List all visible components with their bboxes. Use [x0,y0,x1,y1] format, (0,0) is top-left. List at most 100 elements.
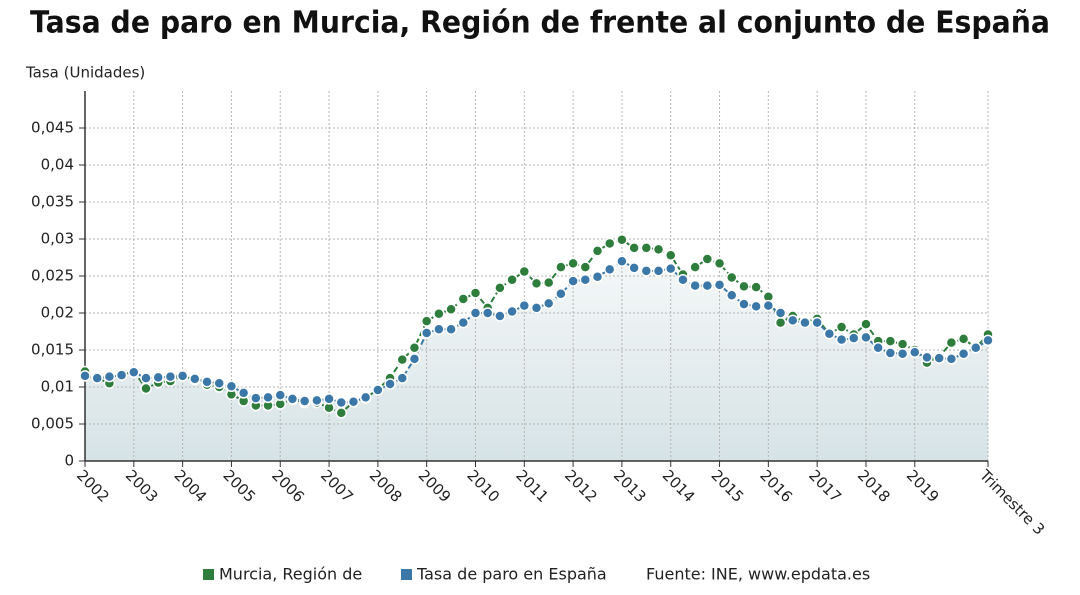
data-point [652,243,665,256]
x-tick-label: 2004 [171,466,211,506]
data-point [677,273,689,286]
data-point [725,289,738,301]
data-point [79,370,91,382]
y-tick-label: 0,005 [31,415,74,433]
data-point [567,257,579,270]
data-point [445,323,457,336]
x-tick-label: 2012 [561,466,601,506]
data-point [457,316,470,329]
data-point [91,372,103,384]
data-point [408,342,421,354]
x-tick-label: 2011 [512,466,552,506]
data-point [945,353,958,365]
data-point [603,263,616,276]
data-point [921,351,933,364]
data-point [774,307,787,319]
data-point [323,393,335,405]
data-point [481,307,494,319]
data-point [445,303,457,316]
data-point [518,265,531,278]
x-tick-label: 2019 [903,466,943,506]
data-point [530,302,543,314]
data-point [713,279,726,291]
data-point [506,273,518,286]
data-point [469,287,482,299]
data-point [616,255,628,267]
legend-swatch [401,569,412,580]
data-point [823,327,836,340]
y-tick-label: 0,015 [31,341,74,359]
data-point [591,245,604,257]
data-point [420,315,433,327]
data-point [945,336,958,349]
data-point [335,407,348,419]
data-point [701,253,714,265]
data-point [384,378,396,390]
data-point [750,281,762,293]
x-tick-label: 2009 [415,466,455,506]
data-point [189,373,201,385]
data-point [738,280,750,293]
source: Fuente: INE, www.epdata.es [646,565,870,584]
data-point [884,347,897,359]
data-point [957,333,970,345]
data-point [469,307,482,319]
data-point [298,395,311,407]
data-point [494,310,506,322]
x-tick-label: 2005 [219,466,259,506]
data-point [225,380,238,393]
legend-label: Murcia, Región de [219,565,362,584]
x-tick-label: Trimestre 3 [975,466,1048,539]
data-point [664,262,677,275]
data-point [835,321,848,333]
y-tick-label: 0,01 [41,378,74,396]
data-point [286,393,299,405]
data-point [725,271,738,284]
data-point [896,338,909,350]
data-point [628,262,640,274]
data-point [689,261,701,273]
data-point [176,370,189,382]
data-point [530,277,543,290]
data-point [555,288,567,300]
data-point [420,327,433,339]
data-point [140,382,152,395]
data-point [250,392,262,404]
data-point [982,334,994,347]
data-point [933,352,945,364]
data-point [774,316,787,329]
data-point [140,372,152,384]
data-point [311,394,323,407]
data-point [799,316,811,329]
data-point [640,242,653,254]
data-point [909,346,921,358]
data-point [152,371,164,384]
y-tick-label: 0,035 [31,193,74,211]
data-point [433,307,445,320]
x-tick-label: 2015 [708,466,748,506]
data-point [347,396,360,408]
data-point [408,353,421,365]
x-tick-label: 2017 [805,466,845,506]
data-point [274,389,286,401]
data-point [579,261,592,273]
x-tick-label: 2014 [659,466,699,506]
data-point [701,279,714,292]
data-point [237,387,250,399]
x-tick-label: 2008 [366,466,406,506]
data-point [713,257,726,270]
data-point [603,237,616,250]
area [85,261,988,461]
data-point [957,347,970,360]
data-point [433,323,445,336]
data-point [848,332,860,344]
data-point [811,316,823,329]
data-point [396,353,409,366]
data-point [262,391,274,404]
data-point [616,233,628,246]
data-point [201,376,213,388]
data-point [579,273,592,286]
data-point [860,318,872,330]
data-point [396,372,409,384]
